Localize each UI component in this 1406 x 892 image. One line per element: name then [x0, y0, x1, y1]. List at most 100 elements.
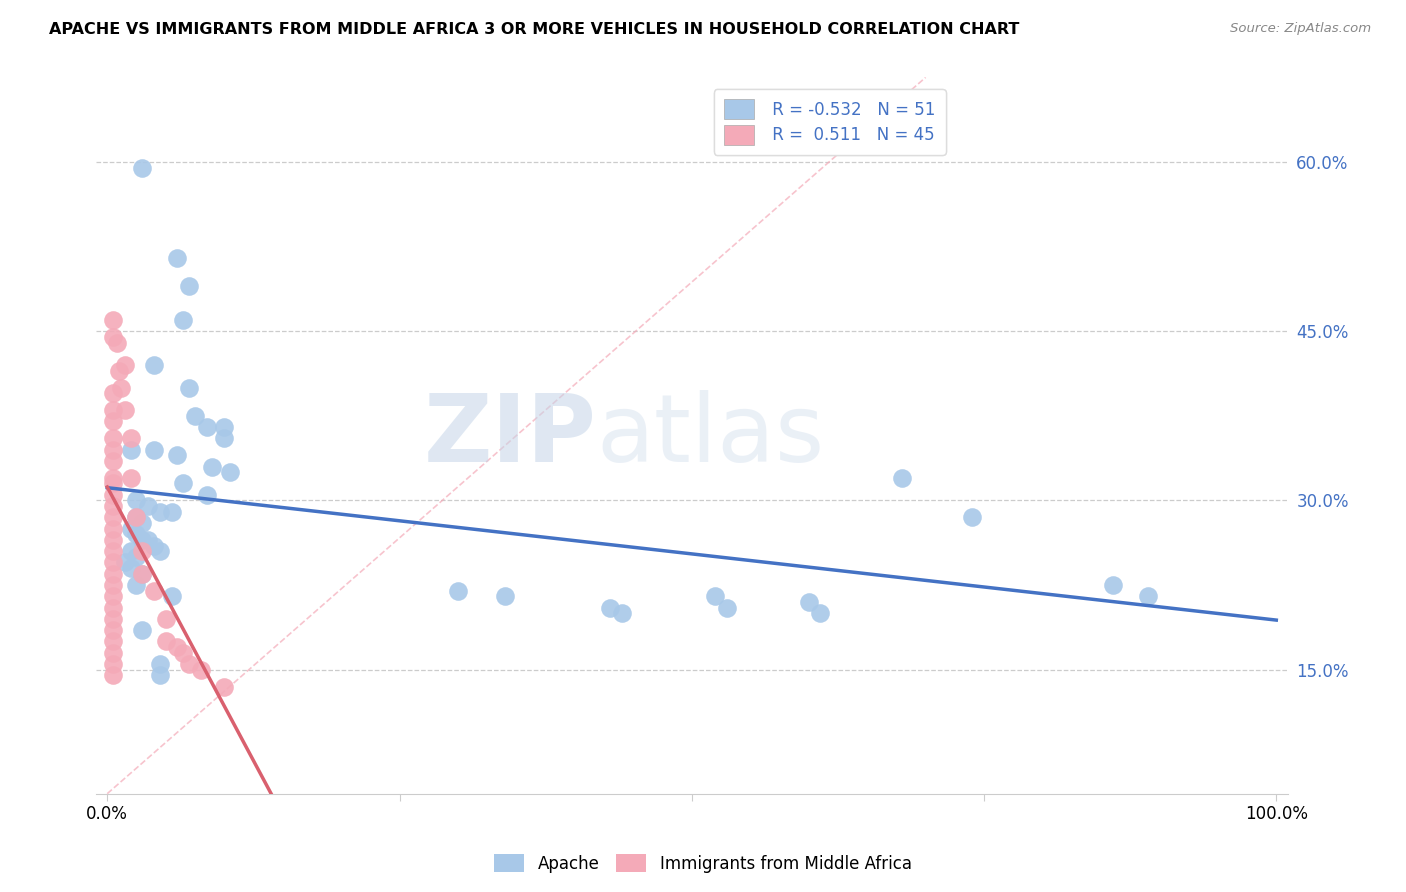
Point: [101, 386, 124, 401]
Point: [131, 623, 153, 637]
Point: [101, 623, 124, 637]
Point: [1136, 589, 1159, 603]
Point: [101, 488, 124, 502]
Text: Source: ZipAtlas.com: Source: ZipAtlas.com: [1230, 22, 1371, 36]
Point: [120, 471, 142, 485]
Legend:  R = -0.532   N = 51,  R =  0.511   N = 45: R = -0.532 N = 51, R = 0.511 N = 45: [714, 89, 946, 154]
Point: [120, 544, 142, 558]
Point: [120, 431, 142, 445]
Point: [166, 640, 188, 654]
Point: [125, 510, 148, 524]
Point: [125, 510, 148, 524]
Point: [131, 566, 153, 581]
Point: [114, 358, 136, 372]
Point: [143, 358, 166, 372]
Point: [131, 161, 153, 175]
Point: [114, 556, 136, 570]
Point: [172, 646, 194, 660]
Point: [155, 634, 177, 648]
Point: [184, 409, 207, 423]
Point: [166, 251, 188, 265]
Text: ZIP: ZIP: [423, 390, 596, 482]
Point: [447, 583, 470, 598]
Point: [101, 431, 124, 445]
Point: [125, 527, 148, 541]
Point: [101, 403, 124, 417]
Point: [101, 566, 124, 581]
Point: [101, 414, 124, 428]
Point: [716, 600, 738, 615]
Point: [212, 431, 235, 445]
Point: [143, 442, 166, 457]
Point: [212, 680, 235, 694]
Point: [212, 420, 235, 434]
Point: [149, 657, 172, 671]
Text: atlas: atlas: [596, 390, 825, 482]
Point: [101, 668, 124, 682]
Point: [101, 471, 124, 485]
Point: [219, 465, 242, 479]
Point: [131, 566, 153, 581]
Point: [1101, 578, 1123, 592]
Point: [101, 476, 124, 491]
Point: [101, 454, 124, 468]
Point: [101, 578, 124, 592]
Point: [114, 403, 136, 417]
Point: [149, 668, 172, 682]
Point: [494, 589, 516, 603]
Point: [101, 442, 124, 457]
Point: [195, 488, 218, 502]
Point: [808, 606, 831, 620]
Point: [136, 533, 159, 547]
Point: [120, 442, 142, 457]
Point: [101, 600, 124, 615]
Point: [131, 544, 153, 558]
Point: [101, 634, 124, 648]
Point: [160, 589, 183, 603]
Legend: Apache, Immigrants from Middle Africa: Apache, Immigrants from Middle Africa: [488, 847, 918, 880]
Point: [110, 381, 132, 395]
Point: [101, 589, 124, 603]
Point: [201, 459, 224, 474]
Point: [136, 499, 159, 513]
Point: [891, 471, 914, 485]
Point: [177, 381, 200, 395]
Point: [101, 533, 124, 547]
Point: [797, 595, 820, 609]
Point: [101, 646, 124, 660]
Text: APACHE VS IMMIGRANTS FROM MIDDLE AFRICA 3 OR MORE VEHICLES IN HOUSEHOLD CORRELAT: APACHE VS IMMIGRANTS FROM MIDDLE AFRICA …: [49, 22, 1019, 37]
Point: [101, 544, 124, 558]
Point: [101, 313, 124, 327]
Point: [190, 663, 212, 677]
Point: [125, 493, 148, 508]
Point: [101, 522, 124, 536]
Point: [195, 420, 218, 434]
Point: [704, 589, 727, 603]
Point: [610, 606, 633, 620]
Point: [101, 330, 124, 344]
Point: [155, 612, 177, 626]
Point: [599, 600, 621, 615]
Point: [101, 657, 124, 671]
Point: [131, 533, 153, 547]
Point: [160, 505, 183, 519]
Point: [177, 657, 200, 671]
Point: [105, 335, 128, 350]
Point: [149, 544, 172, 558]
Point: [166, 448, 188, 462]
Point: [172, 476, 194, 491]
Point: [125, 549, 148, 564]
Point: [131, 516, 153, 530]
Point: [101, 499, 124, 513]
Point: [143, 583, 166, 598]
Point: [108, 364, 131, 378]
Point: [962, 510, 984, 524]
Point: [101, 556, 124, 570]
Point: [125, 578, 148, 592]
Point: [177, 279, 200, 293]
Point: [120, 522, 142, 536]
Point: [149, 505, 172, 519]
Point: [120, 561, 142, 575]
Point: [143, 539, 166, 553]
Point: [101, 510, 124, 524]
